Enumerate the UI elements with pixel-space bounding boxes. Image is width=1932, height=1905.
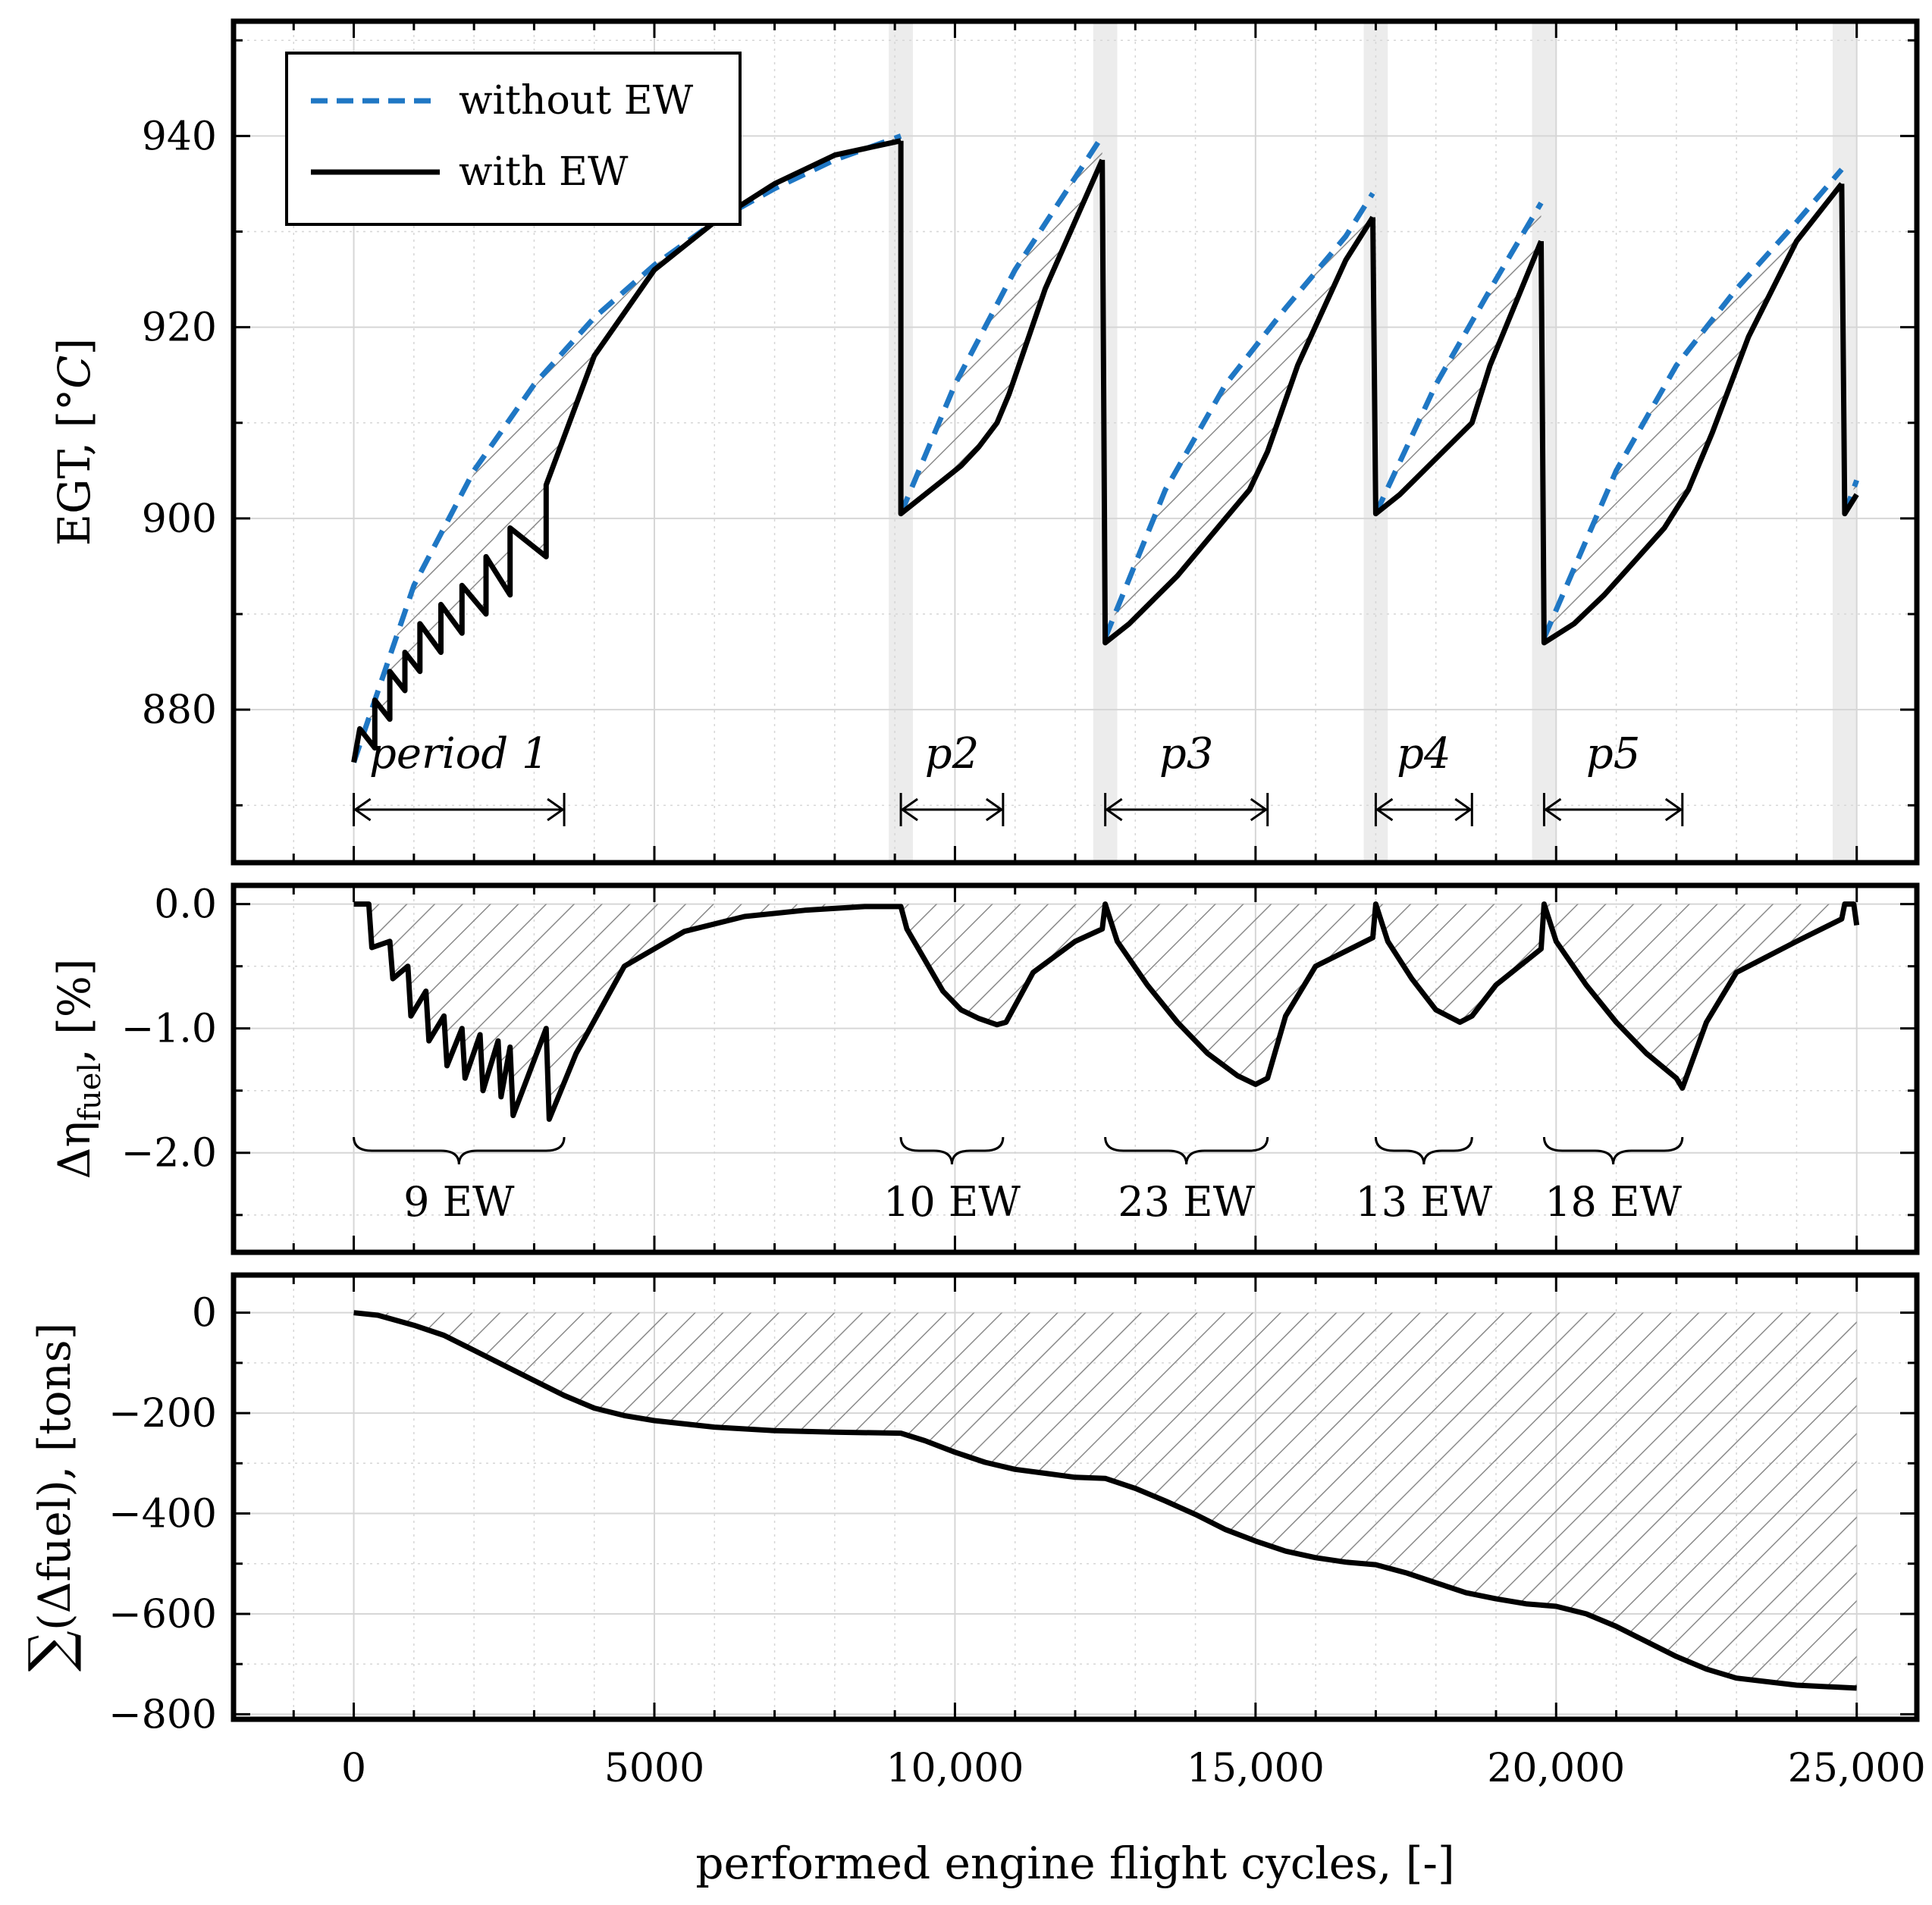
series-with-ew	[1099, 159, 1375, 646]
legend-box	[285, 52, 742, 226]
y-tick-label: 900	[142, 497, 217, 542]
x-axis-ticks: 0 5000 10,000 15,000 20,000 25,000	[341, 1746, 1926, 1791]
x-tick-label: 0	[341, 1746, 366, 1791]
period-label: p4	[1397, 729, 1451, 779]
x-axis-label: performed engine flight cycles, [-]	[695, 1838, 1454, 1889]
x-tick-label: 25,000	[1788, 1746, 1926, 1791]
period-arrow-head	[1664, 797, 1683, 822]
legend-label-with-ew: with EW	[459, 149, 629, 195]
egt-hatch-fill	[1105, 193, 1373, 643]
period-arrow-head	[900, 797, 918, 822]
series-without-ew	[1102, 192, 1375, 639]
period-arrow-head	[1375, 797, 1394, 822]
egt-y-ticks: 880 900 920 940	[142, 21, 1917, 863]
ew-brace	[899, 1136, 1005, 1165]
period-annotations: period 1 p2 p3 p4 p5	[353, 729, 1684, 826]
egt-y-axis-label: EGT, [°C]	[49, 338, 100, 546]
y-tick-label: −2.0	[121, 1131, 217, 1177]
legend: without EW with EW	[285, 52, 742, 226]
fuel-efficiency-hatch	[353, 904, 1857, 1120]
y-tick-label: −400	[108, 1492, 217, 1537]
ew-count-annotations: 9 EW 10 EW 23 EW 13 EW 18 EW	[353, 1136, 1684, 1226]
cumulative-fuel-frame	[231, 1272, 1920, 1722]
fuel-efficiency-series	[353, 901, 1860, 1122]
y-tick-label: 880	[142, 688, 217, 733]
period-arrow-head	[353, 797, 372, 822]
x-tick-label: 20,000	[1487, 1746, 1625, 1791]
cumulative-fuel-panel: 0 −200 −400 −600 −800 0 5000 10,000 15,000 20,00…	[16, 1272, 1926, 1889]
series-without-ew	[898, 134, 1105, 515]
series-with-ew	[898, 140, 1105, 517]
cumulative-fuel-series	[353, 1310, 1857, 1691]
series-without-ew	[351, 133, 902, 763]
cumulative-fuel-line	[353, 1310, 1857, 1691]
y-tick-label: 920	[142, 305, 217, 351]
y-tick-label: 0	[192, 1291, 217, 1336]
egt-hatch-fill	[901, 136, 1102, 514]
period-arrow-head	[547, 797, 565, 822]
series-with-ew	[1839, 183, 1859, 517]
ew-brace	[1104, 1136, 1269, 1165]
series-without-ew	[1373, 201, 1544, 515]
fuel-efficiency-frame	[231, 882, 1920, 1255]
ew-count-label: 9 EW	[403, 1178, 515, 1226]
ew-count-label: 13 EW	[1355, 1178, 1492, 1226]
period-label: p3	[1159, 729, 1213, 779]
period-arrow-head	[1105, 797, 1123, 822]
legend-label-without-ew: without EW	[459, 78, 694, 124]
egt-hatch-fill	[1544, 169, 1842, 643]
series-without-ew	[1542, 168, 1844, 639]
period-arrow-head	[1454, 797, 1473, 822]
ew-brace	[1542, 1136, 1684, 1165]
period-label: p5	[1586, 729, 1640, 779]
period-label: p2	[925, 729, 979, 779]
series-with-ew	[351, 138, 902, 763]
egt-hatch-fill	[1844, 480, 1857, 514]
egt-hatch-fill	[353, 136, 902, 763]
cumulative-fuel-y-axis-label: ∑(Δfuel), [tons]	[16, 1323, 83, 1672]
fuel-efficiency-line	[353, 901, 1860, 1122]
ew-count-label: 18 EW	[1545, 1178, 1682, 1226]
x-tick-label: 15,000	[1187, 1746, 1325, 1791]
fuel-efficiency-y-axis-label: Δηfuel, [%]	[49, 959, 108, 1180]
egt-series	[351, 133, 1859, 763]
egt-hatch-fills	[353, 136, 1857, 763]
y-tick-label: −600	[108, 1592, 217, 1637]
fuel-efficiency-panel: 9 EW 10 EW 23 EW 13 EW 18 EW 0.0 −1.0 −2.0 Δηf…	[49, 882, 1920, 1255]
egt-frame	[231, 18, 1920, 866]
y-tick-label: −200	[108, 1391, 217, 1437]
period-arrow-head	[1250, 797, 1269, 822]
period-label: period 1	[369, 729, 549, 779]
x-tick-label: 5000	[604, 1746, 704, 1791]
ew-brace	[1374, 1136, 1473, 1165]
y-tick-label: 0.0	[154, 882, 217, 928]
egt-hatch-fill	[1375, 202, 1542, 514]
ew-count-label: 10 EW	[883, 1178, 1021, 1226]
period-arrow-head	[985, 797, 1004, 822]
y-tick-label: 940	[142, 114, 217, 159]
period-arrow-head	[1543, 797, 1562, 822]
series-with-ew	[1370, 217, 1544, 517]
ew-brace	[353, 1136, 566, 1165]
y-tick-label: −1.0	[121, 1007, 217, 1052]
y-tick-label: −800	[108, 1692, 217, 1737]
ew-count-label: 23 EW	[1118, 1178, 1255, 1226]
x-tick-label: 10,000	[886, 1746, 1024, 1791]
series-with-ew	[1538, 182, 1844, 646]
fuel-efficiency-hatch-fill	[353, 904, 1857, 1120]
